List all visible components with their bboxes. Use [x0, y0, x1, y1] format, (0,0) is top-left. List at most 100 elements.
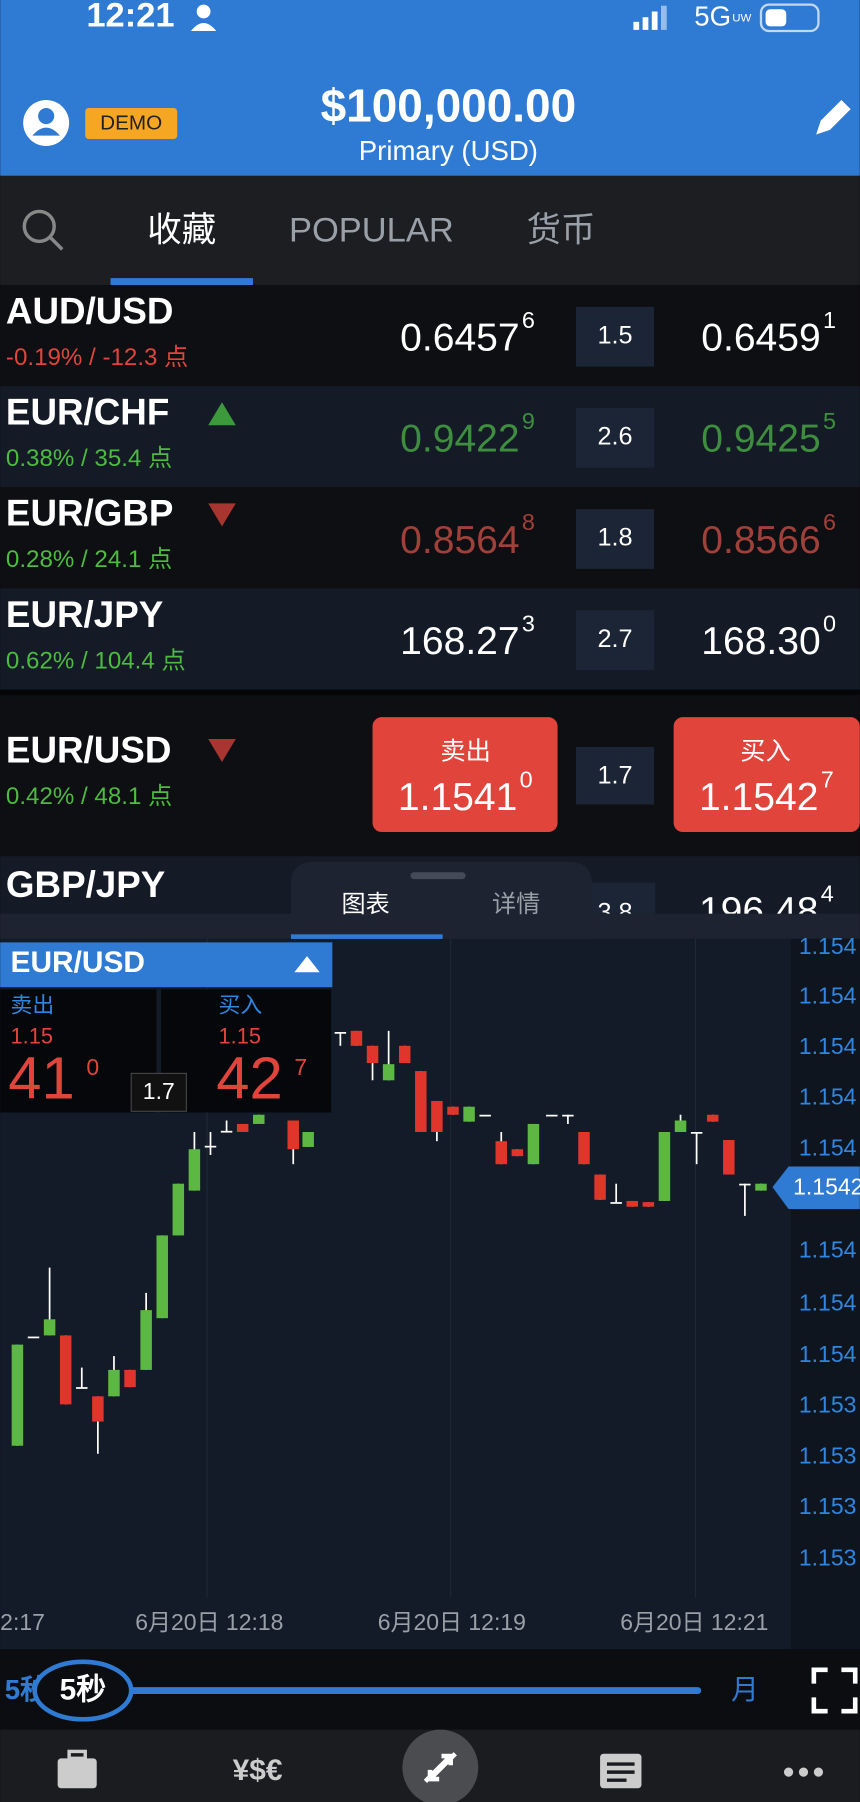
candle-body: [511, 1149, 524, 1157]
candle-body: [546, 1114, 558, 1117]
candle-body: [43, 1319, 56, 1336]
bid: 168.27: [400, 620, 519, 663]
spread-box: [575, 407, 655, 468]
portfolio-icon[interactable]: [57, 1749, 97, 1789]
y-axis-label: 1.154: [799, 1033, 857, 1059]
svg-text:¥$€: ¥$€: [233, 1754, 283, 1787]
money-icon[interactable]: ¥$€: [233, 1754, 283, 1787]
chart-sell-big: 41: [8, 1044, 74, 1111]
avatar[interactable]: [23, 99, 70, 146]
candle-body: [723, 1140, 735, 1175]
panel-tab-underline: [290, 934, 443, 939]
quote-row[interactable]: [0, 285, 860, 387]
candle-body: [415, 1071, 427, 1132]
price-tag-text: 1.1542: [793, 1173, 860, 1199]
ask: 0.8566: [701, 519, 820, 562]
tab[interactable]: POPULAR: [289, 211, 454, 249]
candle-body: [739, 1183, 751, 1186]
collapse-arrow[interactable]: [294, 956, 320, 973]
battery-icon: [759, 3, 820, 33]
y-axis-label: 1.153: [799, 1545, 856, 1571]
tab[interactable]: 货币: [527, 211, 596, 249]
candle-body: [334, 1032, 347, 1034]
ask: 0.6459: [701, 317, 820, 360]
chart-sell-box[interactable]: [0, 989, 157, 1113]
y-axis-label: 1.154: [799, 1289, 857, 1315]
spread: 1.7: [597, 762, 632, 790]
candle-body: [463, 1106, 475, 1122]
demo-badge: [85, 108, 178, 140]
candle-body: [156, 1235, 168, 1319]
sell-label: 卖出: [440, 737, 491, 765]
candle-body: [236, 1123, 249, 1132]
search-icon[interactable]: [22, 209, 64, 251]
y-axis-label: 1.154: [799, 1134, 857, 1160]
ask-pip: 6: [823, 509, 836, 535]
candle-body: [578, 1131, 590, 1165]
candle-body: [27, 1336, 40, 1339]
person-icon: [190, 4, 217, 32]
x-axis-label: 6月20日 12:19: [378, 1609, 526, 1635]
status-time: 12:21: [86, 0, 174, 34]
more-icon[interactable]: [783, 1767, 824, 1777]
chart-spread-box: [130, 1072, 187, 1112]
x-axis-label: 6月20日 12:21: [620, 1609, 768, 1635]
candle-body: [626, 1200, 639, 1207]
quote-row[interactable]: [0, 487, 860, 589]
symbol: EUR/CHF: [6, 392, 169, 433]
news-icon[interactable]: [600, 1753, 642, 1789]
candle-body: [610, 1202, 622, 1204]
spread-box: [588, 882, 656, 914]
ask-pip: 0: [823, 610, 836, 636]
trend-arrow: [208, 402, 236, 426]
buy-button[interactable]: [673, 717, 860, 833]
chart-buy-big: 42: [216, 1044, 282, 1111]
timeframe-end[interactable]: 月: [731, 1674, 759, 1705]
candle-body: [92, 1396, 104, 1422]
candle-body: [690, 1131, 703, 1134]
candle-body: [562, 1114, 574, 1117]
candle-body: [431, 1100, 443, 1132]
edit-icon[interactable]: [816, 99, 851, 135]
chart-spread: 1.7: [143, 1078, 175, 1104]
y-axis-label: 1.153: [799, 1493, 856, 1519]
buy-label: 买入: [740, 737, 791, 765]
ask-pip: 7: [821, 767, 834, 793]
candle-body: [108, 1369, 120, 1397]
bid: 0.9422: [400, 418, 519, 461]
tab[interactable]: 收藏: [147, 211, 216, 249]
network-suffix: UW: [732, 12, 751, 24]
tab-bar: [0, 175, 860, 286]
bid-pip: 6: [522, 307, 535, 333]
quote-row[interactable]: [0, 588, 860, 690]
y-axis-label: 1.153: [799, 1392, 856, 1418]
panel-tab[interactable]: 详情: [492, 891, 540, 918]
candle-body: [706, 1114, 719, 1122]
timeframe-knob[interactable]: [32, 1659, 134, 1722]
symbol: EUR/USD: [6, 729, 171, 770]
candle-body: [11, 1344, 24, 1446]
symbol: GBP/JPY: [6, 864, 165, 905]
candle-body: [204, 1145, 217, 1148]
demo-badge-text: DEMO: [100, 112, 162, 135]
quote-row[interactable]: [0, 386, 860, 488]
change: 0.42% / 48.1 点: [6, 783, 172, 810]
panel-tab[interactable]: 图表: [342, 891, 390, 918]
bid-pip: 0: [520, 767, 533, 793]
chart-symbol: EUR/USD: [11, 946, 145, 979]
chart-symbol-bar: [0, 942, 333, 988]
candle-body: [188, 1149, 201, 1191]
sell-button[interactable]: [372, 717, 558, 833]
chart-buy-box[interactable]: [161, 989, 332, 1113]
symbol: EUR/JPY: [6, 594, 163, 635]
chart-buy-prefix: 1.15: [219, 1024, 261, 1049]
candle-body: [366, 1045, 379, 1064]
bid-pip: 3: [522, 610, 535, 636]
symbol: AUD/USD: [6, 290, 174, 331]
fullscreen-icon[interactable]: [811, 1667, 858, 1714]
timeframe-track[interactable]: [80, 1687, 702, 1694]
candle-body: [642, 1202, 655, 1207]
candle-body: [172, 1183, 185, 1236]
trade-icon: [423, 1752, 457, 1783]
